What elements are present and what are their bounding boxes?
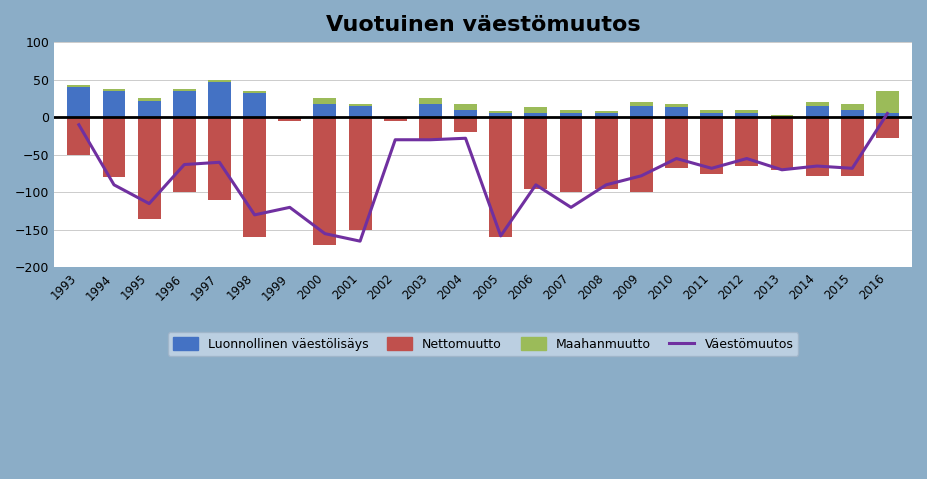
Bar: [103, 89, 125, 91]
Bar: [525, 113, 547, 117]
Bar: [876, 117, 899, 138]
Bar: [665, 103, 688, 107]
Title: Vuotuinen väestömuutos: Vuotuinen väestömuutos: [325, 15, 641, 35]
Bar: [629, 117, 653, 193]
Bar: [629, 102, 653, 106]
Bar: [103, 117, 125, 177]
Bar: [560, 110, 582, 114]
Bar: [560, 117, 582, 193]
Bar: [419, 117, 442, 140]
Bar: [172, 91, 196, 117]
Bar: [735, 114, 758, 117]
Bar: [384, 117, 407, 121]
Bar: [735, 117, 758, 166]
Bar: [419, 99, 442, 104]
Bar: [313, 117, 337, 245]
Bar: [629, 106, 653, 117]
Bar: [454, 110, 477, 117]
Bar: [595, 111, 617, 114]
Bar: [208, 117, 231, 200]
Bar: [349, 103, 372, 106]
Bar: [208, 82, 231, 117]
Bar: [489, 117, 512, 238]
Bar: [243, 117, 266, 238]
Bar: [489, 111, 512, 114]
Bar: [454, 117, 477, 132]
Bar: [665, 117, 688, 168]
Bar: [806, 102, 829, 106]
Bar: [208, 80, 231, 82]
Bar: [700, 117, 723, 173]
Bar: [454, 103, 477, 110]
Bar: [68, 117, 90, 155]
Bar: [525, 117, 547, 189]
Bar: [525, 107, 547, 113]
Bar: [278, 117, 301, 121]
Bar: [806, 106, 829, 117]
Bar: [313, 98, 337, 103]
Bar: [700, 114, 723, 117]
Bar: [665, 107, 688, 117]
Bar: [103, 91, 125, 117]
Bar: [770, 117, 794, 170]
Bar: [349, 106, 372, 117]
Bar: [876, 91, 899, 114]
Bar: [841, 103, 864, 110]
Bar: [841, 117, 864, 176]
Bar: [489, 114, 512, 117]
Bar: [770, 115, 794, 117]
Bar: [313, 103, 337, 117]
Bar: [172, 117, 196, 193]
Bar: [243, 93, 266, 117]
Bar: [419, 104, 442, 117]
Bar: [595, 114, 617, 117]
Legend: Luonnollinen väestölisäys, Nettomuutto, Maahanmuutto, Väestömuutos: Luonnollinen väestölisäys, Nettomuutto, …: [168, 332, 798, 356]
Bar: [172, 89, 196, 91]
Bar: [138, 101, 160, 117]
Bar: [700, 110, 723, 114]
Bar: [560, 114, 582, 117]
Bar: [595, 117, 617, 189]
Bar: [68, 87, 90, 117]
Bar: [138, 117, 160, 218]
Bar: [841, 110, 864, 117]
Bar: [735, 110, 758, 114]
Bar: [349, 117, 372, 230]
Bar: [876, 114, 899, 117]
Bar: [243, 91, 266, 93]
Bar: [806, 117, 829, 176]
Bar: [138, 99, 160, 101]
Bar: [68, 85, 90, 87]
